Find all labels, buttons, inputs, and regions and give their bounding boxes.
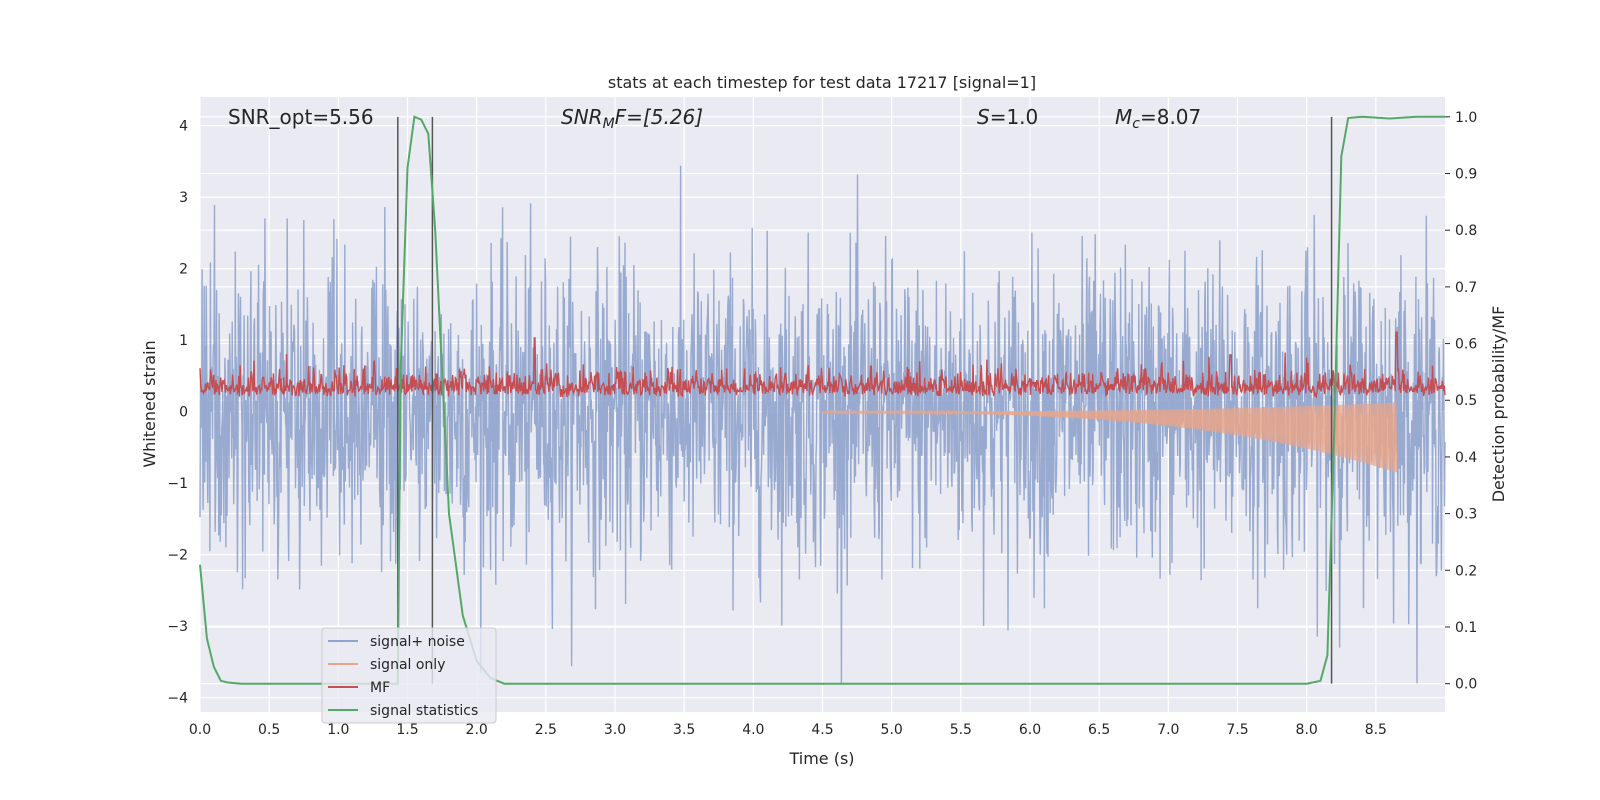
legend-label-signal-statistics: signal statistics xyxy=(370,703,478,719)
x-tick-label: 5.0 xyxy=(881,722,903,738)
y2-tick-label: 0.8 xyxy=(1455,223,1477,239)
y2-tick-label: 0.3 xyxy=(1455,507,1477,523)
y-tick-label: 2 xyxy=(179,262,188,278)
annotation-snr-mf-prefix: SNR xyxy=(561,105,603,129)
annotation-mc-sub: c xyxy=(1132,116,1140,132)
annotation-mc: Mc=8.07 xyxy=(1115,105,1201,132)
annotation-s: S=1.0 xyxy=(977,105,1038,129)
legend-label-mf: MF xyxy=(370,680,390,696)
x-tick-label: 8.0 xyxy=(1296,722,1318,738)
y2-tick-label: 0.2 xyxy=(1455,563,1477,579)
y2-tick-label: 0.6 xyxy=(1455,337,1477,353)
y-axis-label: Whitened strain xyxy=(140,340,159,467)
legend-label-signal-only: signal only xyxy=(370,657,445,673)
x-tick-label: 7.5 xyxy=(1226,722,1248,738)
x-tick-label: 0.5 xyxy=(258,722,280,738)
y2-tick-label: 0.5 xyxy=(1455,393,1477,409)
x-tick-label: 0.0 xyxy=(189,722,211,738)
x-tick-label: 3.5 xyxy=(673,722,695,738)
y-tick-label: −1 xyxy=(167,476,188,492)
x-tick-label: 2.5 xyxy=(535,722,557,738)
x-tick-label: 7.0 xyxy=(1157,722,1179,738)
y-tick-label: −3 xyxy=(167,619,188,635)
x-tick-label: 6.5 xyxy=(1088,722,1110,738)
annotation-mc-suffix: =8.07 xyxy=(1140,105,1201,129)
y2-axis-label: Detection probability/MF xyxy=(1489,306,1508,503)
series-signal-only xyxy=(822,402,1398,473)
x-axis-label: Time (s) xyxy=(788,749,854,768)
y2-tick-label: 0.4 xyxy=(1455,450,1477,466)
chart-title: stats at each timestep for test data 172… xyxy=(608,73,1036,92)
y-tick-label: −4 xyxy=(167,691,188,707)
annotation-s-suffix: =1.0 xyxy=(990,105,1039,129)
legend: signal+ noise signal only MF signal stat… xyxy=(321,627,497,724)
y-tick-label: 3 xyxy=(179,190,188,206)
x-tick-label: 4.0 xyxy=(742,722,764,738)
y-tick-label: 4 xyxy=(179,119,188,135)
y2-tick-label: 0.0 xyxy=(1455,677,1477,693)
x-axis-ticks: 0.0 0.5 1.0 1.5 2.0 2.5 3.0 3.5 4.0 4.5 5.0 5.5 6.0 6… xyxy=(189,722,1387,738)
x-tick-label: 3.0 xyxy=(604,722,626,738)
annotation-snr-mf-sub: M xyxy=(603,116,615,132)
annotation-snr-mf: SNRMF=[5.26] xyxy=(561,105,703,132)
y2-axis-ticks: 0.0 0.1 0.2 0.3 0.4 0.5 0.6 0.7 0.8 0.9 1.0 xyxy=(1445,110,1477,693)
annotation-snr-opt: SNR_opt=5.56 xyxy=(228,105,374,129)
y2-tick-label: 0.9 xyxy=(1455,167,1477,183)
x-tick-label: 5.5 xyxy=(950,722,972,738)
series-mf xyxy=(199,331,1446,399)
x-tick-label: 6.0 xyxy=(1019,722,1041,738)
mf-trace xyxy=(199,331,1446,399)
annotation-mc-prefix: M xyxy=(1115,105,1132,129)
y2-tick-label: 0.1 xyxy=(1455,620,1477,636)
x-tick-label: 1.0 xyxy=(327,722,349,738)
annotation-s-prefix: S xyxy=(977,105,990,129)
y2-tick-label: 1.0 xyxy=(1455,110,1477,126)
y-tick-label: −2 xyxy=(167,548,188,564)
x-tick-label: 2.0 xyxy=(466,722,488,738)
x-tick-label: 1.5 xyxy=(396,722,418,738)
y-axis-ticks: −4 −3 −2 −1 0 1 2 3 4 xyxy=(167,119,188,707)
x-tick-label: 8.5 xyxy=(1365,722,1387,738)
annotation-snr-mf-suffix: F=[5.26] xyxy=(615,105,703,129)
x-tick-label: 4.5 xyxy=(811,722,833,738)
y2-tick-label: 0.7 xyxy=(1455,280,1477,296)
signal-only-trace xyxy=(822,402,1398,473)
y-tick-label: 0 xyxy=(179,405,188,421)
y-tick-label: 1 xyxy=(179,333,188,349)
legend-box xyxy=(321,627,497,724)
legend-label-signal-noise: signal+ noise xyxy=(370,634,465,650)
